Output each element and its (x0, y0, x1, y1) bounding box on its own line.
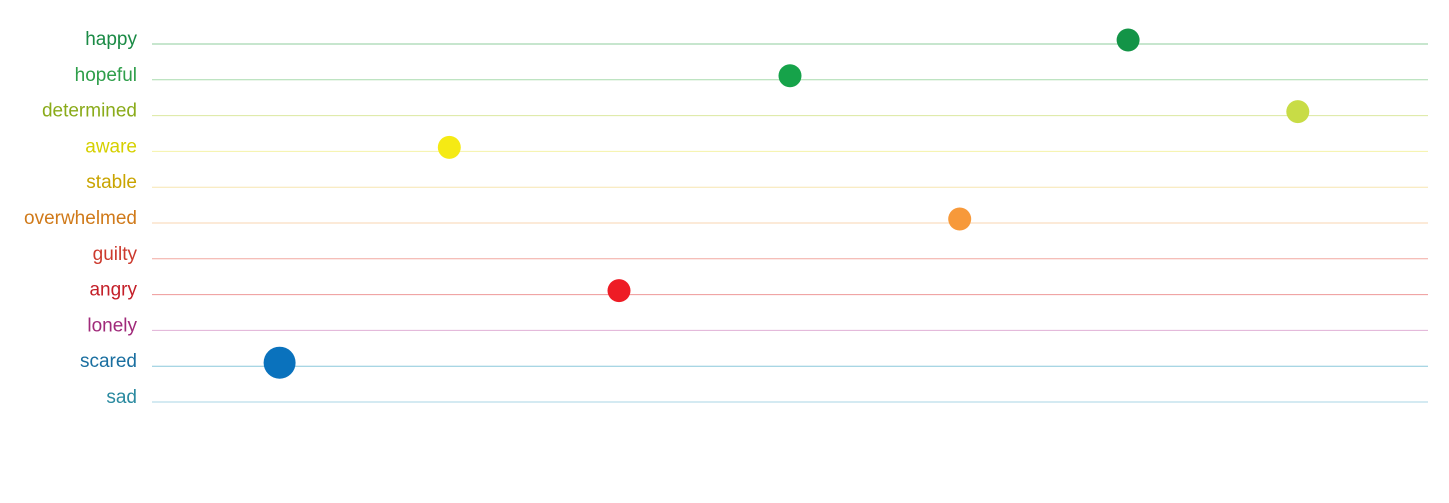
data-point-overwhelmed (948, 207, 972, 231)
category-label-scared: scared (80, 351, 137, 372)
category-label-hopeful: hopeful (75, 65, 137, 86)
category-labels: happy hopeful determined aware stable overwhe… (24, 29, 137, 408)
category-label-angry: angry (89, 280, 137, 301)
category-label-overwhelmed: overwhelmed (24, 208, 137, 229)
category-gridlines (152, 43, 1428, 403)
category-label-determined: determined (42, 101, 137, 122)
category-label-sad: sad (106, 387, 137, 408)
data-point-angry (607, 279, 631, 303)
data-point-scared (263, 346, 296, 379)
data-point-happy (1116, 28, 1140, 52)
data-point-aware (437, 135, 461, 159)
category-label-aware: aware (85, 136, 137, 157)
category-label-stable: stable (86, 172, 137, 193)
category-label-guilty: guilty (93, 244, 138, 265)
data-point-determined (1286, 100, 1310, 124)
category-label-lonely: lonely (87, 315, 137, 336)
data-point-hopeful (778, 64, 802, 88)
data-points (263, 28, 1310, 379)
category-label-happy: happy (85, 29, 137, 50)
